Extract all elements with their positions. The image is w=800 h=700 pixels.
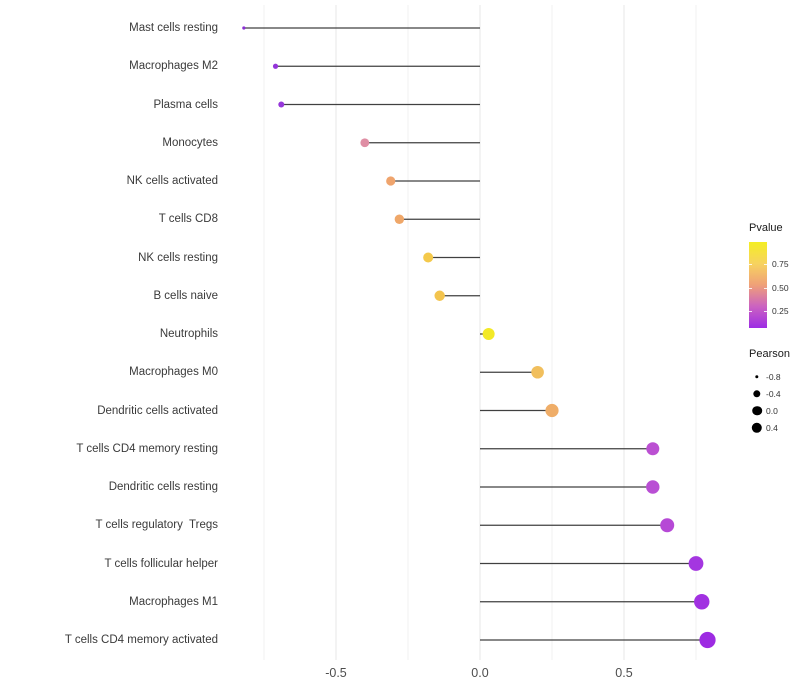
lollipop-dot: [482, 328, 495, 340]
y-axis-label: Mast cells resting: [129, 22, 218, 34]
lollipop-dot: [434, 290, 445, 301]
pvalue-legend-title: Pvalue: [749, 222, 783, 234]
pearson-legend-dot: [751, 422, 763, 433]
lollipop-dot: [272, 63, 279, 69]
y-axis-label: T cells CD8: [158, 213, 218, 226]
lollipop-dot: [278, 101, 285, 108]
y-axis-label: Dendritic cells activated: [97, 404, 218, 417]
y-axis-label: Monocytes: [162, 136, 218, 149]
y-axis-label: B cells naive: [153, 289, 218, 302]
pvalue-tick-notch: [764, 311, 767, 312]
pearson-legend-label: -0.8: [766, 371, 781, 382]
y-axis-label: Macrophages M0: [129, 366, 218, 379]
pvalue-tick-notch: [749, 311, 752, 312]
y-axis-label: Macrophages M1: [129, 595, 218, 608]
pearson-legend-dot: [753, 389, 761, 398]
y-axis-label: T cells CD4 memory resting: [76, 442, 218, 455]
lollipop-dot: [688, 556, 704, 571]
pearson-legend-label: -0.4: [766, 388, 781, 399]
pearson-legend-label: 0.0: [766, 405, 778, 416]
y-axis-label: Neutrophils: [159, 328, 218, 340]
pvalue-tick-label: 0.50: [772, 282, 789, 293]
pearson-legend-row: -0.8: [749, 368, 799, 385]
pearson-legend-row: 0.0: [749, 402, 799, 419]
pearson-legend-row: -0.4: [749, 385, 799, 402]
pvalue-tick-notch: [764, 287, 767, 289]
pvalue-gradient-bar: [749, 242, 767, 328]
pvalue-tick-notch: [749, 287, 752, 289]
pearson-legend: Pearson -0.8 -0.4 0.0 0.4: [749, 348, 799, 436]
lollipop-dot: [531, 365, 544, 379]
x-axis-tick-label: 0.0: [471, 666, 489, 680]
legend: Pvalue 0.75 0.50 0.25 Pearson -0.8 -0.4 0.0 0…: [749, 222, 799, 436]
pvalue-gradient-wrap: 0.75 0.50 0.25: [749, 242, 789, 328]
pearson-legend-dot: [752, 405, 762, 416]
lollipop-dot: [423, 252, 434, 263]
lollipop-dot: [699, 631, 716, 649]
y-axis-label: T cells follicular helper: [104, 557, 218, 570]
x-axis-tick-label: -0.5: [325, 666, 347, 680]
y-axis-label: T cells CD4 memory activated: [64, 634, 218, 646]
x-axis-tick-label: 0.5: [615, 666, 633, 680]
pearson-legend-row: 0.4: [749, 419, 799, 436]
pvalue-tick-label: 0.75: [772, 259, 789, 269]
y-axis-label: T cells regulatory Tregs: [95, 519, 218, 532]
lollipop-dot: [360, 138, 370, 148]
y-axis-label: NK cells activated: [126, 175, 218, 187]
pvalue-tick-label: 0.25: [772, 306, 789, 316]
y-axis-label: NK cells resting: [138, 251, 218, 264]
lollipop-dot: [646, 442, 660, 456]
pearson-legend-label: 0.4: [766, 422, 778, 433]
lollipop-dot: [394, 214, 405, 224]
lollipop-dot: [646, 480, 660, 494]
pvalue-tick-notch: [749, 264, 752, 265]
pvalue-tick-notch: [764, 264, 767, 265]
lollipop-dot: [545, 403, 559, 418]
lollipop-dot: [242, 26, 246, 30]
y-axis-label: Macrophages M2: [129, 60, 218, 73]
pearson-legend-rows: -0.8 -0.4 0.0 0.4: [749, 368, 799, 436]
y-axis-label: Dendritic cells resting: [108, 481, 218, 493]
pearson-legend-title: Pearson: [749, 348, 790, 360]
y-axis-label: Plasma cells: [153, 98, 218, 111]
pearson-legend-dot: [755, 374, 759, 379]
pvalue-legend: Pvalue 0.75 0.50 0.25: [749, 222, 799, 328]
lollipop-dot: [694, 594, 710, 610]
lollipop-dot: [660, 518, 675, 533]
lollipop-dot: [386, 176, 396, 186]
